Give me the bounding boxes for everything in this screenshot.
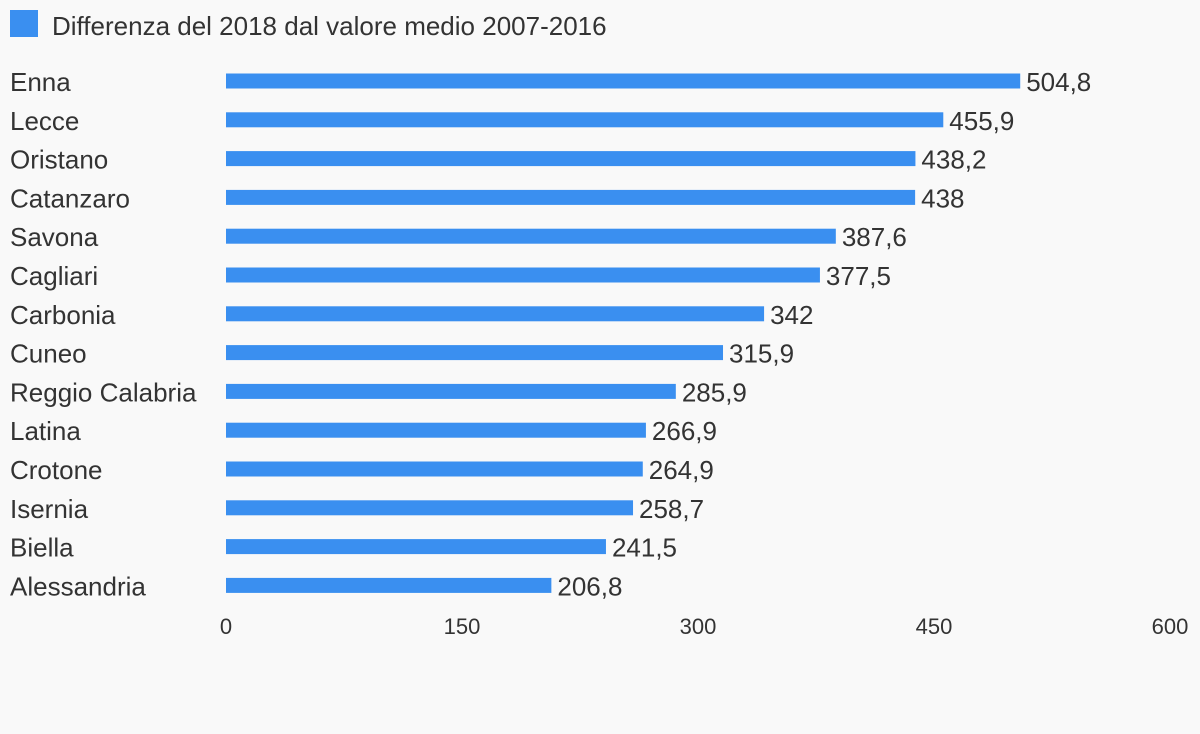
bar <box>226 383 676 399</box>
value-label: 285,9 <box>682 377 747 407</box>
category-label: Catanzaro <box>10 183 130 213</box>
bar <box>226 267 820 283</box>
value-label: 264,9 <box>649 455 714 485</box>
category-label: Crotone <box>10 455 103 485</box>
category-label: Reggio Calabria <box>10 377 197 407</box>
bar <box>226 461 643 477</box>
value-label: 455,9 <box>949 106 1014 136</box>
legend-swatch <box>10 10 38 37</box>
category-label: Carbonia <box>10 300 116 330</box>
category-label: Isernia <box>10 494 89 524</box>
category-label: Savona <box>10 222 99 252</box>
bar <box>226 306 765 322</box>
x-tick-label: 150 <box>444 614 481 639</box>
category-label: Alessandria <box>10 571 146 601</box>
value-label: 241,5 <box>612 533 677 563</box>
bar <box>226 151 916 167</box>
bar <box>226 422 646 438</box>
value-label: 258,7 <box>639 494 704 524</box>
bar <box>226 112 944 128</box>
x-tick-label: 0 <box>220 614 232 639</box>
x-tick-label: 450 <box>916 614 953 639</box>
value-label: 206,8 <box>557 571 622 601</box>
value-label: 504,8 <box>1026 67 1091 97</box>
category-label: Enna <box>10 67 71 97</box>
value-label: 438 <box>921 183 964 213</box>
bar <box>226 577 552 593</box>
value-label: 266,9 <box>652 416 717 446</box>
value-label: 387,6 <box>842 222 907 252</box>
x-tick-label: 600 <box>1152 614 1189 639</box>
bar <box>226 228 836 244</box>
value-label: 315,9 <box>729 339 794 369</box>
bar <box>226 345 724 361</box>
bar <box>226 189 916 205</box>
x-tick-label: 300 <box>680 614 717 639</box>
category-label: Biella <box>10 533 74 563</box>
category-label: Cuneo <box>10 339 87 369</box>
value-label: 342 <box>770 300 813 330</box>
category-label: Oristano <box>10 145 108 175</box>
bar <box>226 500 634 516</box>
category-label: Cagliari <box>10 261 98 291</box>
bar <box>226 73 1021 89</box>
value-label: 438,2 <box>921 145 986 175</box>
category-label: Lecce <box>10 106 79 136</box>
category-label: Latina <box>10 416 81 446</box>
legend-label: Differenza del 2018 dal valore medio 200… <box>52 11 607 41</box>
value-label: 377,5 <box>826 261 891 291</box>
bar <box>226 539 606 555</box>
